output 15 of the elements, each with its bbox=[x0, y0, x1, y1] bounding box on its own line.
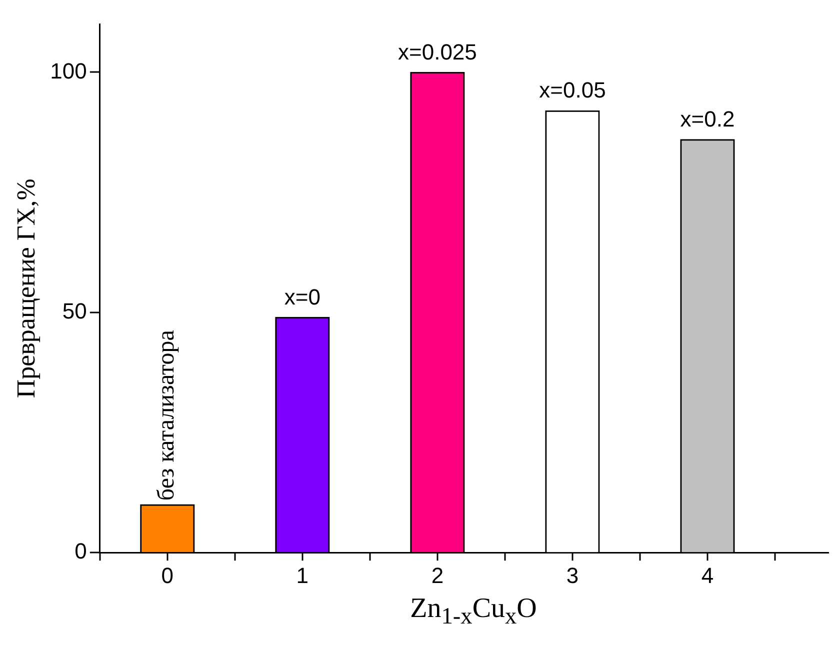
x-axis-title: Zn$_{1-x}$Cu$_{x}$O bbox=[409, 593, 538, 631]
annotation: x=0.05 bbox=[539, 78, 606, 103]
x-tick-label: 0 bbox=[161, 562, 174, 588]
x-tick-label: 4 bbox=[701, 562, 714, 588]
y-tick-label: 0 bbox=[74, 538, 87, 564]
annotation: x=0.2 bbox=[680, 106, 735, 132]
y-axis-title: Превращение ГХ,% bbox=[11, 178, 40, 398]
annotation: x=0.025 bbox=[398, 39, 477, 64]
x-tick-label: 1 bbox=[296, 562, 309, 588]
x-tick-label: 3 bbox=[566, 562, 579, 588]
annotation: x=0 bbox=[284, 284, 320, 310]
y-tick-label: 100 bbox=[50, 58, 87, 84]
x-tick-label: 2 bbox=[431, 562, 444, 588]
y-tick-label: 50 bbox=[62, 298, 87, 324]
annotation: без катализатора bbox=[154, 330, 180, 501]
